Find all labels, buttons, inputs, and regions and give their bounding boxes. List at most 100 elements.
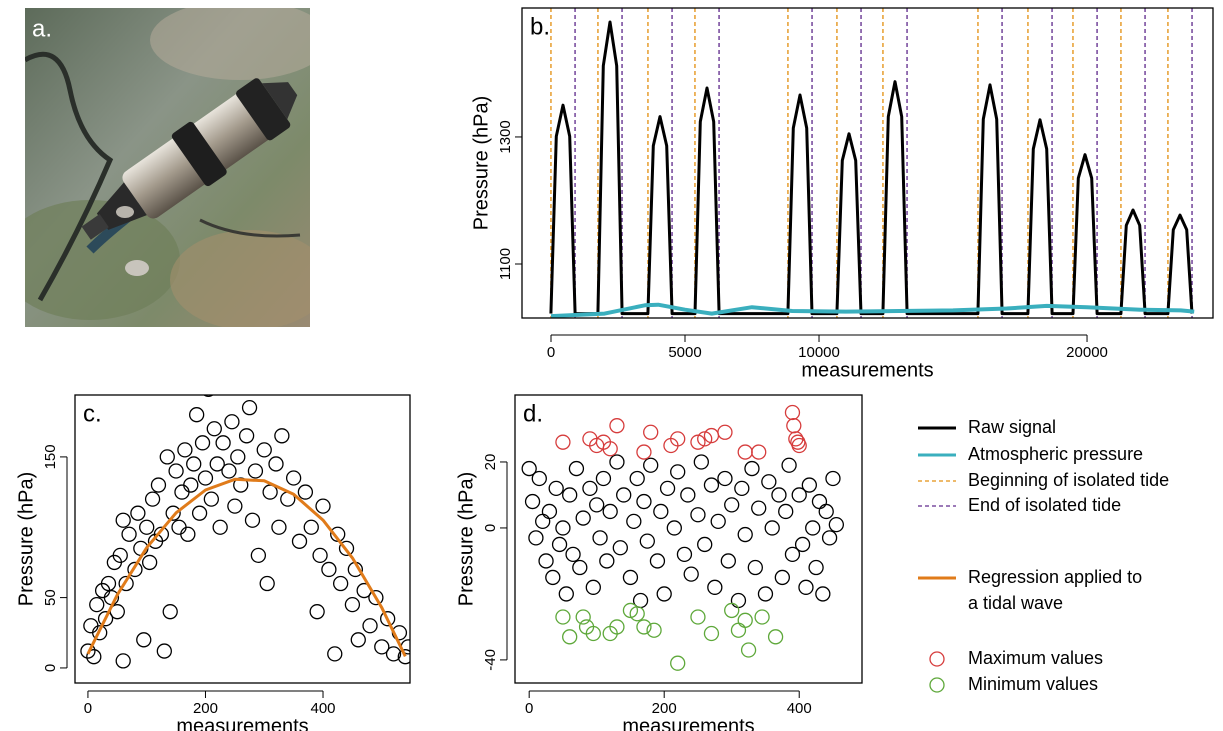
x-axis-title: measurements bbox=[622, 715, 754, 731]
point bbox=[162, 604, 178, 620]
point bbox=[215, 435, 231, 451]
point bbox=[136, 632, 152, 648]
point bbox=[697, 536, 713, 553]
point bbox=[141, 554, 158, 571]
point bbox=[575, 510, 591, 526]
point bbox=[720, 553, 736, 569]
point bbox=[784, 404, 801, 421]
point bbox=[656, 586, 672, 602]
point bbox=[643, 424, 659, 440]
point bbox=[168, 463, 184, 479]
point bbox=[144, 491, 161, 507]
point bbox=[285, 470, 302, 486]
point bbox=[312, 547, 328, 564]
point bbox=[230, 449, 246, 465]
panel-label: c. bbox=[83, 400, 102, 427]
legend-label: Regression applied to a tidal wave bbox=[968, 567, 1142, 613]
point bbox=[693, 454, 709, 470]
point bbox=[828, 516, 844, 533]
point bbox=[139, 519, 155, 535]
point bbox=[197, 470, 214, 486]
point bbox=[666, 520, 682, 536]
point bbox=[274, 428, 290, 444]
point bbox=[801, 477, 817, 493]
legend-line: a tidal wave bbox=[968, 593, 1063, 613]
x-tick-label: 400 bbox=[311, 700, 336, 717]
point bbox=[238, 428, 255, 444]
point bbox=[180, 526, 196, 542]
panel-label: d. bbox=[523, 400, 543, 427]
point bbox=[676, 546, 693, 562]
point bbox=[194, 435, 211, 451]
x-tick-label: 0 bbox=[547, 344, 555, 361]
x-tick-label: 10000 bbox=[798, 344, 840, 361]
point bbox=[653, 503, 669, 520]
point bbox=[80, 643, 96, 659]
point bbox=[740, 642, 757, 658]
x-axis-title: measurements bbox=[176, 715, 308, 731]
point bbox=[177, 442, 193, 458]
point bbox=[680, 487, 696, 503]
plot-box bbox=[514, 394, 863, 684]
point bbox=[636, 444, 652, 460]
y-axis-title: Pressure (hPa) bbox=[15, 472, 37, 607]
point bbox=[233, 477, 249, 493]
legend-label: Beginning of isolated tide bbox=[968, 470, 1169, 490]
point bbox=[259, 575, 275, 592]
point bbox=[256, 442, 272, 458]
point bbox=[189, 407, 205, 423]
point bbox=[781, 457, 797, 473]
photo: a. bbox=[25, 8, 310, 327]
point bbox=[315, 498, 331, 514]
point bbox=[737, 444, 753, 460]
point bbox=[730, 592, 747, 609]
point bbox=[150, 477, 167, 493]
point bbox=[805, 520, 821, 536]
legend-line: Regression applied to bbox=[968, 567, 1142, 587]
point bbox=[159, 449, 175, 465]
point bbox=[690, 507, 706, 523]
point bbox=[112, 547, 128, 564]
point bbox=[599, 553, 615, 569]
x-tick-label: 400 bbox=[787, 700, 812, 717]
y-tick-label: 0 bbox=[42, 664, 59, 672]
point bbox=[643, 457, 659, 473]
point bbox=[670, 655, 686, 671]
point bbox=[622, 569, 639, 586]
line bbox=[550, 302, 1195, 318]
y-tick-label: -40 bbox=[482, 649, 499, 671]
y-axis-title: Pressure (hPa) bbox=[470, 96, 492, 231]
point bbox=[774, 569, 790, 586]
point bbox=[761, 474, 777, 490]
point bbox=[397, 649, 410, 665]
point bbox=[203, 395, 214, 398]
point bbox=[784, 546, 801, 562]
point bbox=[639, 533, 655, 549]
plot-area bbox=[80, 395, 410, 669]
point bbox=[224, 414, 240, 430]
x-tick-label: 200 bbox=[652, 700, 677, 717]
point bbox=[551, 536, 568, 553]
point bbox=[535, 513, 551, 530]
point bbox=[303, 519, 319, 535]
point bbox=[121, 526, 137, 542]
panel: c. 0 200 400 0 50 150 measurements Pressure (hPa… bbox=[15, 394, 411, 731]
x-tick-label: 0 bbox=[525, 700, 533, 717]
point bbox=[100, 575, 117, 592]
point bbox=[629, 470, 645, 487]
panel-label: b. bbox=[530, 13, 550, 40]
legend-swatch bbox=[929, 651, 945, 667]
point bbox=[250, 547, 267, 564]
point bbox=[350, 632, 366, 648]
point bbox=[291, 533, 308, 549]
point bbox=[565, 546, 581, 562]
point bbox=[83, 618, 99, 634]
point bbox=[186, 456, 202, 472]
point bbox=[622, 602, 639, 619]
point bbox=[209, 456, 225, 472]
x-axis-title: measurements bbox=[801, 359, 933, 381]
point bbox=[670, 431, 686, 447]
point bbox=[724, 602, 740, 619]
point bbox=[562, 629, 578, 645]
